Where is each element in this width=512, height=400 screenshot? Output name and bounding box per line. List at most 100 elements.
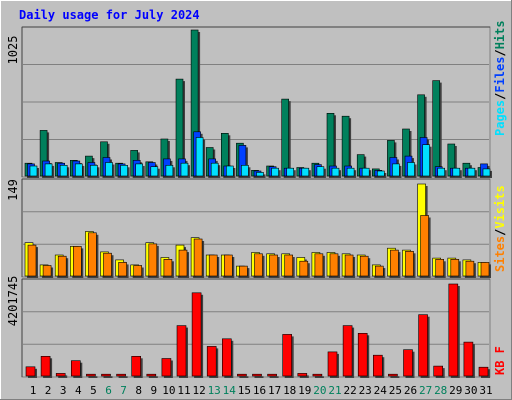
bar-kbytes-day-27 — [418, 314, 430, 378]
legend-sep-2: / — [493, 49, 507, 56]
bar-kbytes-day-20-shadow — [314, 376, 324, 378]
bar-kbytes-day-12-fill — [191, 292, 202, 377]
bar-kbytes-day-31-fill — [478, 366, 489, 377]
bar-sites-day-20 — [314, 253, 325, 278]
bar-pages-day-26 — [407, 162, 417, 178]
bar-pages-day-14 — [226, 165, 236, 178]
bar-sites-day-30 — [465, 260, 476, 278]
bar-sites-day-15-fill — [239, 265, 248, 277]
bar-sites-day-27-fill — [420, 215, 429, 277]
legend-files: Files — [493, 57, 507, 93]
bar-pages-day-4-fill — [75, 163, 83, 177]
bar-pages-day-29-fill — [452, 167, 461, 177]
bar-pages-day-16 — [256, 172, 266, 178]
bar-kbytes-day-25-shadow — [390, 376, 400, 378]
bar-pages-day-28 — [437, 167, 447, 178]
day-label: 10 — [162, 384, 175, 397]
bar-kbytes-day-6-shadow — [103, 376, 113, 378]
bar-sites-day-19 — [299, 260, 310, 278]
bar-pages-day-20-fill — [316, 166, 325, 177]
bar-pages-day-27-fill — [422, 144, 430, 177]
visits-legend: Sites/Visits — [493, 185, 507, 272]
bar-sites-day-8-fill — [133, 265, 142, 277]
bar-kbytes-day-21 — [327, 351, 339, 378]
bar-pages-day-27 — [422, 144, 432, 178]
bar-pages-day-22 — [346, 167, 357, 178]
bar-sites-day-2 — [42, 265, 54, 278]
bar-sites-day-9-fill — [148, 243, 158, 277]
bar-kbytes-day-7 — [116, 373, 128, 378]
bar-pages-day-3 — [59, 165, 70, 178]
bar-pages-day-10-fill — [165, 165, 174, 177]
bar-pages-day-26-fill — [407, 162, 415, 177]
day-label: 24 — [374, 384, 388, 397]
bar-kbytes-day-13-fill — [206, 346, 217, 377]
day-label: 13 — [208, 384, 221, 397]
bar-pages-day-2-fill — [44, 163, 53, 177]
bar-kbytes-day-10-fill — [161, 358, 172, 377]
bar-sites-day-23 — [359, 255, 371, 278]
bar-pages-day-6 — [105, 162, 115, 178]
bar-sites-day-28-fill — [435, 258, 445, 277]
bar-kbytes-day-3 — [55, 373, 68, 378]
bar-sites-day-22 — [344, 254, 356, 278]
bar-sites-day-3 — [57, 255, 69, 278]
bar-kbytes-day-14 — [222, 338, 234, 378]
bar-kbytes-day-19-shadow — [299, 375, 309, 378]
bar-sites-day-14-fill — [224, 254, 233, 277]
bar-kbytes-day-4 — [71, 360, 83, 378]
bar-sites-day-5-fill — [88, 232, 97, 277]
day-label: 26 — [404, 384, 417, 397]
bar-kbytes-day-11-fill — [176, 325, 187, 377]
bar-pages-day-29 — [452, 167, 462, 178]
hits-legend: Pages/Files/Hits — [493, 20, 507, 136]
bar-kbytes-day-19-fill — [297, 373, 308, 377]
bar-sites-day-7-fill — [118, 262, 127, 277]
bar-sites-day-13 — [208, 254, 220, 278]
day-label: 4 — [75, 384, 82, 397]
bar-kbytes-day-16-fill — [252, 373, 262, 377]
bar-kbytes-day-5-fill — [86, 373, 96, 377]
day-label: 22 — [343, 384, 356, 397]
bar-kbytes-day-7-fill — [116, 373, 126, 377]
bar-kbytes-day-19 — [297, 373, 309, 378]
bar-kbytes-day-1-fill — [25, 366, 36, 377]
day-label: 8 — [135, 384, 142, 397]
bar-sites-day-24 — [374, 265, 386, 278]
bar-kbytes-day-15-shadow — [239, 376, 249, 378]
legend-sep-3: / — [493, 229, 507, 236]
bar-kbytes-day-3-shadow — [58, 375, 68, 378]
bar-kbytes-day-15 — [237, 373, 249, 378]
bar-sites-day-1-fill — [27, 244, 37, 277]
day-label: 3 — [60, 384, 67, 397]
bar-sites-day-13-fill — [208, 254, 218, 277]
bar-kbytes-day-24 — [372, 354, 385, 378]
bar-pages-day-5-fill — [90, 165, 98, 177]
bar-sites-day-15 — [239, 265, 250, 278]
bar-sites-day-2-fill — [42, 265, 52, 277]
bar-pages-day-17-fill — [271, 167, 279, 177]
day-label: 21 — [328, 384, 341, 397]
bar-kbytes-day-9 — [146, 373, 158, 378]
bar-pages-day-22-fill — [346, 167, 355, 177]
bar-pages-day-2 — [44, 163, 55, 178]
bar-sites-day-21 — [329, 253, 340, 278]
bar-kbytes-day-23 — [357, 332, 370, 378]
bar-kbytes-day-17-fill — [267, 373, 277, 377]
day-label: 1 — [30, 384, 37, 397]
bar-kbytes-day-25 — [388, 373, 400, 378]
bar-pages-day-21 — [331, 167, 341, 178]
bar-sites-day-30-fill — [465, 260, 475, 277]
bar-kbytes-day-9-fill — [146, 373, 157, 377]
bar-kbytes-day-5 — [86, 373, 98, 378]
bar-sites-day-6 — [103, 252, 114, 278]
bar-pages-day-13 — [210, 162, 221, 178]
bar-pages-day-30 — [467, 167, 477, 178]
visits-ymax-label: 149 — [6, 179, 20, 201]
bar-pages-day-21-fill — [331, 167, 340, 177]
bar-pages-day-1 — [29, 165, 39, 178]
bar-sites-day-29 — [450, 258, 461, 278]
bar-pages-day-17 — [271, 167, 281, 178]
bar-kbytes-day-3-fill — [55, 373, 66, 377]
bar-sites-day-12-fill — [193, 238, 203, 277]
